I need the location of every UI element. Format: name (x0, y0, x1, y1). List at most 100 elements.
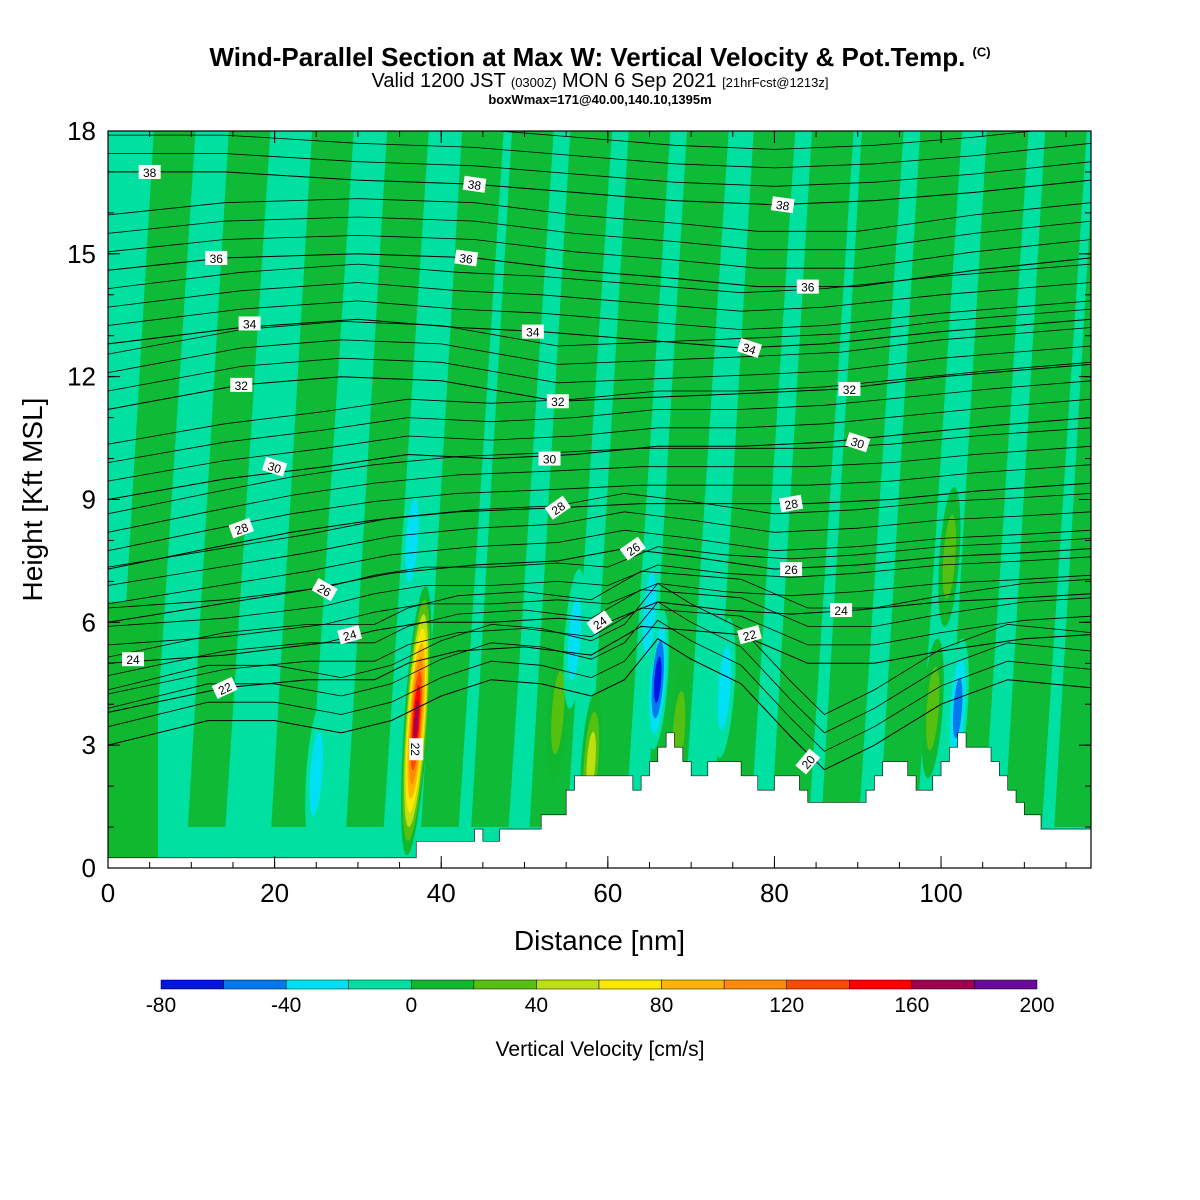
contour-label: 30 (261, 456, 288, 477)
contour-label-text: 30 (266, 459, 283, 477)
updraft-streak (421, 131, 504, 828)
contour-label: 34 (736, 337, 763, 359)
y-tick-label: 18 (67, 116, 96, 146)
contour-label-box (845, 432, 871, 453)
theta-contour-minor (494, 131, 1037, 150)
contour-label-box (409, 738, 424, 761)
colorbar-tick-label: 200 (1019, 994, 1054, 1017)
theta-contour-minor (108, 345, 1091, 392)
contour-label-text: 22 (741, 627, 758, 644)
theta-contour-minor (108, 216, 1091, 251)
theta-contour-minor (108, 582, 1091, 715)
contour-label: 34 (238, 316, 261, 331)
colorbar-swatch (285, 979, 349, 990)
colorbar-swatch (786, 979, 850, 990)
contour-label-text: 24 (834, 604, 848, 618)
contour-label-box (586, 610, 613, 635)
y-tick-label: 15 (67, 239, 96, 269)
contour-label: 22 (737, 625, 762, 645)
theta-contour-minor (108, 511, 1091, 586)
contour-label: 26 (619, 536, 646, 561)
contour-label: 32 (838, 381, 861, 397)
x-axis-label: Distance [nm] (514, 925, 685, 956)
colorbar-swatch (348, 979, 412, 990)
theta-contour-minor (108, 308, 1091, 355)
updraft-streak (879, 131, 962, 828)
contour-label: 30 (845, 432, 871, 453)
theta-contour-minor (108, 529, 1091, 605)
theta-contour-minor (108, 263, 1091, 294)
contour-label-box (230, 377, 253, 392)
contour-label-text: 32 (235, 379, 249, 393)
contour-label-box (779, 494, 804, 513)
theta-contour-36 (108, 253, 1091, 288)
terrain (108, 732, 1091, 868)
contour-label-text: 34 (526, 326, 540, 340)
contour-label-box (138, 164, 161, 179)
contour-label: 26 (780, 562, 803, 577)
chart-title: Wind-Parallel Section at Max W: Vertical… (209, 42, 991, 72)
contour-label-text: 36 (210, 252, 224, 266)
theta-contour-minor (108, 619, 1091, 752)
contour-label: 22 (211, 676, 238, 699)
contour-label-box (121, 652, 144, 667)
theta-contour-minor (108, 398, 1091, 482)
colorbar-swatch (911, 979, 975, 990)
contour-label: 26 (311, 578, 338, 602)
updraft-streak (1004, 131, 1087, 828)
x-tick-label: 100 (919, 878, 962, 908)
theta-contour-minor (108, 300, 1091, 331)
x-tick-label: 80 (760, 878, 789, 908)
y-tick-label: 0 (82, 853, 96, 883)
contour-label-text: 28 (783, 496, 799, 512)
y-tick-label: 3 (82, 730, 96, 760)
w-core-band (309, 731, 323, 816)
updraft-streak (529, 131, 612, 828)
contour-label: 24 (337, 625, 363, 645)
contour-label-text: 26 (784, 563, 798, 577)
contour-label-box (311, 578, 338, 602)
x-tick-label: 60 (593, 878, 622, 908)
colorbar-tick-label: 160 (894, 994, 929, 1017)
contour-label-text: 30 (543, 453, 557, 467)
contour-label: 22 (408, 738, 424, 761)
contour-label-text: 24 (126, 653, 140, 667)
contour-label-text: 34 (243, 317, 257, 331)
contour-label-text: 22 (408, 743, 422, 757)
theta-contour-minor (108, 556, 1091, 627)
x-tick-label: 0 (101, 878, 115, 908)
contour-label-box (238, 316, 261, 331)
colorbar-swatch (661, 979, 725, 990)
x-tick-label: 40 (427, 878, 456, 908)
contour-label-text: 26 (315, 581, 334, 600)
contour-label: 24 (121, 652, 144, 667)
theta-contour-minor (108, 427, 1091, 515)
contour-label-text: 38 (143, 166, 157, 180)
theta-contour-minor (108, 134, 1091, 169)
colorbar-label: Vertical Velocity [cm/s] (496, 1038, 705, 1061)
contour-label-text: 24 (342, 627, 359, 644)
theta-contour-minor (108, 570, 1091, 658)
copyright-mark: (C) (972, 44, 991, 60)
contour-label-text: 22 (216, 679, 234, 697)
theta-contour-minor (108, 234, 1091, 269)
chart-subtitle: Valid 1200 JST (0300Z) MON 6 Sep 2021 [2… (371, 70, 829, 92)
theta-contour-20 (108, 638, 1091, 771)
colorbar-tick-label: -80 (146, 994, 176, 1017)
contour-label-text: 30 (849, 434, 866, 452)
w-core-band (413, 699, 419, 742)
theta-contour-minor (108, 574, 1091, 646)
theta-contour-minor (108, 492, 1091, 568)
w-core-band (952, 678, 963, 739)
contour-label-box (521, 324, 544, 339)
updraft-streak (471, 131, 554, 828)
theta-contour-28 (108, 482, 1091, 570)
contour-label: 28 (228, 517, 255, 539)
contour-label-text: 32 (843, 383, 857, 397)
colorbar-swatch (723, 979, 787, 990)
w-core-band (551, 670, 565, 755)
theta-contour-minor (108, 327, 1091, 373)
w-core-band (654, 656, 662, 703)
contour-label-box (780, 562, 803, 577)
